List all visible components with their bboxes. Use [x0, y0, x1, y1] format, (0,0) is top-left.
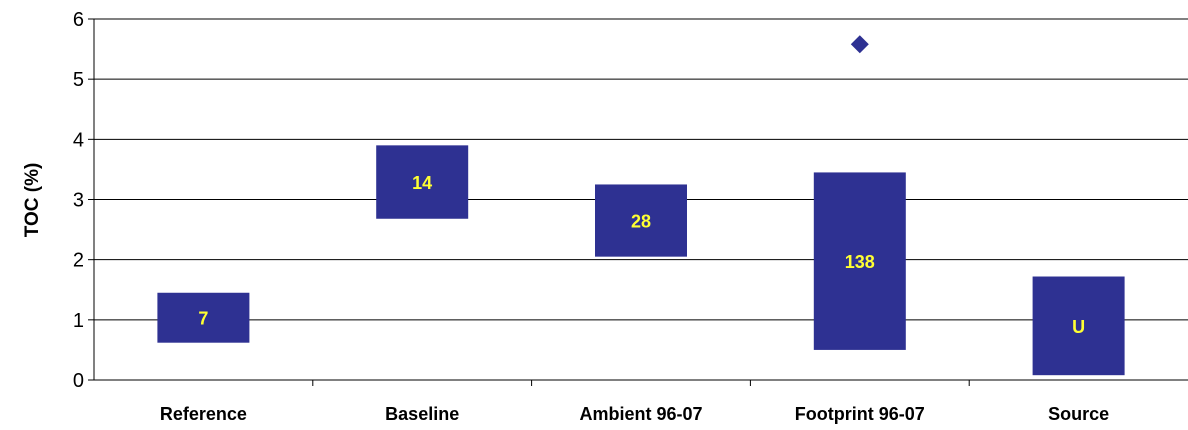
x-category-label: Baseline	[385, 404, 459, 424]
y-tick-label-1: 1	[73, 310, 84, 332]
gridlines	[94, 18, 1188, 321]
bar-count-label: 7	[198, 309, 208, 329]
x-category-label: Source	[1048, 404, 1109, 424]
y-tick-label-6: 6	[73, 9, 84, 31]
x-category-labels: Reference Baseline Ambient 96-07 Footprint …	[160, 404, 1109, 424]
bar-count-label: 28	[631, 212, 651, 232]
y-axis-title: TOC (%)	[22, 163, 43, 238]
range-bar	[1032, 276, 1125, 376]
range-bar	[157, 292, 250, 343]
axes	[88, 18, 1188, 386]
range-bars: 7 14 28 138 U	[157, 145, 1125, 376]
y-tick-label-0: 0	[73, 370, 84, 392]
outlier-markers	[850, 35, 869, 54]
x-category-label: Footprint 96-07	[795, 404, 925, 424]
bar-count-label: 138	[845, 252, 875, 272]
range-bar	[813, 172, 906, 350]
outlier-point	[850, 35, 869, 54]
range-bar	[376, 145, 469, 219]
y-tick-label-3: 3	[73, 190, 84, 212]
y-tick-label-2: 2	[73, 250, 84, 272]
x-category-label: Reference	[160, 404, 247, 424]
bar-count-label: 14	[412, 173, 432, 193]
y-tick-labels: 0 1 2 3 4 5 6	[73, 9, 84, 392]
y-tick-label-4: 4	[73, 129, 84, 151]
range-bar	[595, 184, 687, 257]
y-tick-label-5: 5	[73, 69, 84, 91]
bar-count-label: U	[1072, 317, 1085, 337]
x-category-label: Ambient 96-07	[579, 404, 702, 424]
